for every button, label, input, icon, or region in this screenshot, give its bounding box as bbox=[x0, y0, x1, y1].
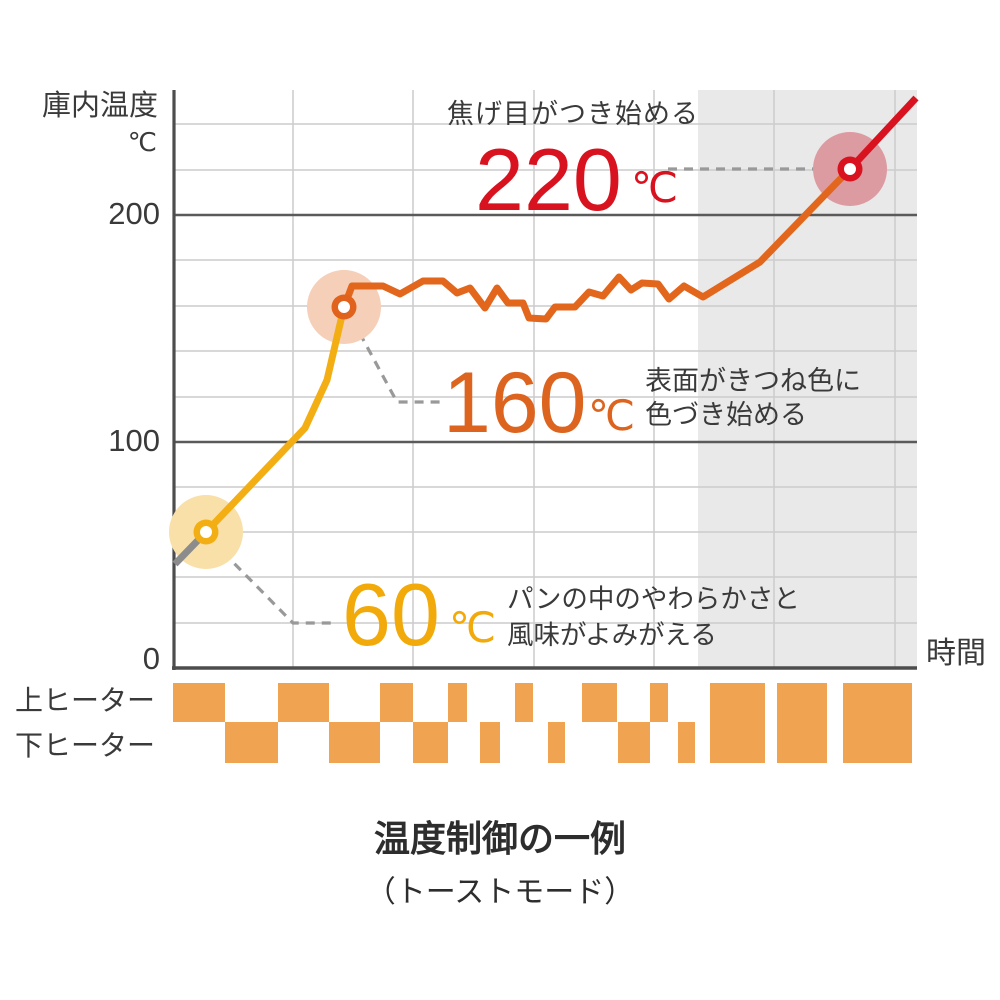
heater-bar-lower bbox=[329, 722, 380, 763]
heater-bar-upper bbox=[650, 683, 668, 722]
heater-bar-upper bbox=[448, 683, 467, 722]
heater-bar-upper bbox=[582, 683, 617, 722]
heater-bar-upper bbox=[278, 683, 329, 722]
curve-warmup-yellow bbox=[203, 306, 348, 535]
point-220-marker-center bbox=[844, 163, 856, 175]
y-tick-100: 100 bbox=[108, 423, 160, 458]
annotation-160-text-line2: 色づき始める bbox=[645, 400, 807, 430]
heater-bar-lower bbox=[678, 722, 695, 763]
y-axis-title: 庫内温度 bbox=[41, 90, 158, 122]
curve-hold-orange bbox=[340, 166, 853, 323]
heater-bar-upper bbox=[380, 683, 413, 722]
annotation-160-text-line1: 表面がきつね色に bbox=[645, 366, 861, 396]
heater-bar-both bbox=[843, 683, 912, 763]
upper-heater-label: 上ヒーター bbox=[14, 685, 155, 716]
heater-bar-upper bbox=[173, 683, 225, 722]
figure-subtitle: （トーストモード） bbox=[365, 876, 635, 909]
point-160-marker-center bbox=[338, 301, 350, 313]
y-tick-200: 200 bbox=[108, 196, 160, 231]
annotation-60-value: 60 bbox=[342, 565, 440, 664]
y-axis-unit: ℃ bbox=[127, 127, 157, 157]
annotation-220-unit: ℃ bbox=[631, 164, 679, 211]
x-axis-label: 時間 bbox=[926, 637, 986, 670]
annotation-60-unit: ℃ bbox=[449, 604, 497, 651]
figure-title: 温度制御の一例 bbox=[373, 818, 626, 859]
heater-bar-upper bbox=[515, 683, 533, 722]
y-tick-0: 0 bbox=[142, 641, 160, 676]
annotation-160-value: 160 bbox=[443, 355, 587, 451]
annotation-220-caption: 焦げ目がつき始める bbox=[447, 99, 699, 129]
annotation-220-value: 220 bbox=[475, 130, 622, 229]
curve-browning-red bbox=[847, 95, 919, 172]
heater-bar-both bbox=[710, 683, 765, 763]
lower-heater-label: 下ヒーター bbox=[14, 730, 155, 761]
heater-bar-lower bbox=[618, 722, 650, 763]
heater-bar-both bbox=[777, 683, 827, 763]
heater-bar-lower bbox=[480, 722, 500, 763]
annotation-60-text-line2: 風味がよみがえる bbox=[507, 620, 717, 650]
point-60-marker-center bbox=[200, 526, 212, 538]
heater-bar-lower bbox=[413, 722, 448, 763]
heater-bar-lower bbox=[548, 722, 565, 763]
annotation-160-unit: ℃ bbox=[588, 392, 636, 439]
annotation-60-text-line1: パンの中のやわらかさと bbox=[507, 584, 800, 614]
heater-bar-lower bbox=[225, 722, 278, 763]
leader-dashed-line bbox=[210, 539, 334, 625]
